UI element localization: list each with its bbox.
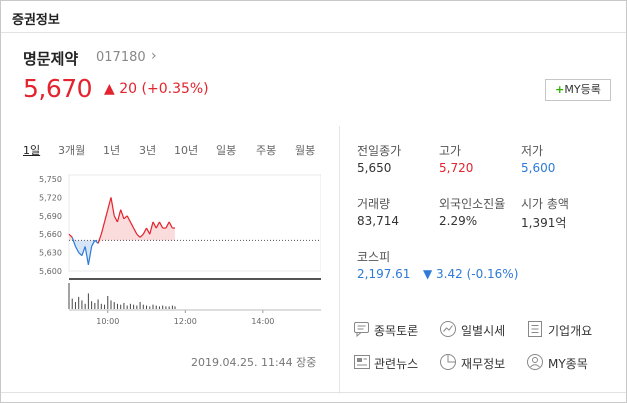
price-line-segment (74, 246, 80, 253)
y-tick-label: 5,690 (39, 212, 62, 221)
price-line-segment (103, 209, 109, 223)
tab-weekly[interactable]: 주봉 (256, 144, 277, 157)
low-label: 저가 (521, 144, 544, 158)
link-company-info[interactable]: 기업개요 (548, 324, 593, 338)
price-line-segment (78, 252, 83, 257)
price-line-segment (155, 221, 160, 229)
up-arrow-icon: ▲ (104, 81, 115, 97)
kospi-label: 코스피 (357, 250, 391, 264)
user-icon (527, 354, 543, 370)
price-change: ▲ 20 (+0.35%) (104, 81, 209, 97)
y-tick-label: 5,720 (39, 193, 62, 202)
price-line-segment (97, 234, 102, 244)
up-area (69, 197, 175, 241)
change-percent: (+0.35%) (141, 81, 209, 97)
price-line-segment (158, 221, 164, 229)
price-line-segment (152, 221, 157, 229)
volume-value: 83,714 (357, 214, 399, 228)
kospi-value: 2,197.61 (357, 267, 411, 281)
kospi-change: ▼ 3.42 (-0.16%) (423, 267, 519, 281)
x-tick-label: 10:00 (96, 317, 119, 326)
price-line-segment (71, 237, 77, 247)
high-value: 5,720 (439, 161, 474, 175)
chart-frame (68, 174, 321, 272)
price-line-segment (94, 239, 99, 244)
price-line-segment (168, 221, 173, 229)
link-related-news[interactable]: 관련뉴스 (374, 357, 419, 371)
timestamp: 2019.04.25. 11:44 장중 (191, 356, 317, 369)
price-line-segment (113, 215, 118, 223)
tab-3year[interactable]: 3년 (139, 144, 157, 157)
current-price: 5,670 (23, 74, 93, 103)
my-register-label: MY등록 (564, 83, 601, 96)
price-line-segment (110, 197, 115, 216)
price-line-segment (146, 227, 151, 235)
volume-label: 거래량 (357, 197, 391, 211)
price-line-segment (142, 227, 148, 235)
price-line-segment (68, 233, 73, 238)
price-line-segment (126, 215, 131, 223)
high-label: 고가 (439, 144, 462, 158)
trend-circle-icon (440, 321, 456, 337)
price-line-segment (107, 197, 112, 210)
foreign-value: 2.29% (439, 214, 478, 228)
pie-chart-icon (440, 354, 456, 370)
y-tick-label: 5,750 (39, 175, 62, 184)
change-value: 20 (119, 81, 138, 97)
y-tick-label: 5,600 (39, 267, 62, 276)
y-tick-label: 5,630 (39, 249, 62, 258)
link-financial-info[interactable]: 재무정보 (461, 357, 506, 371)
price-line-segment (116, 209, 122, 223)
x-tick-label: 14:00 (251, 317, 274, 326)
news-icon (354, 355, 370, 369)
down-area (69, 240, 175, 265)
mktcap-label: 시가 총액 (521, 197, 569, 211)
price-line-segment (133, 227, 138, 235)
tab-3month[interactable]: 3개월 (58, 144, 86, 157)
price-line-segment (139, 233, 144, 238)
mktcap-value: 1,391억 (521, 216, 567, 230)
low-value: 5,600 (521, 161, 556, 175)
stock-code[interactable]: 017180 (96, 50, 146, 65)
tab-daily[interactable]: 일봉 (216, 144, 237, 157)
price-line-segment (84, 246, 89, 265)
widget-header: 증권정보 (1, 1, 626, 33)
prev-close-label: 전일종가 (357, 144, 402, 158)
prev-close-value: 5,650 (357, 161, 392, 175)
widget-title: 증권정보 (12, 13, 60, 28)
price-line-segment (165, 221, 170, 229)
price-line-segment (87, 246, 93, 265)
tab-1year[interactable]: 1년 (103, 144, 121, 157)
link-discussion[interactable]: 종목토론 (374, 324, 419, 338)
chevron-right-icon[interactable]: › (151, 48, 157, 64)
bottom-divider (1, 392, 626, 393)
y-tick-label: 5,660 (39, 230, 62, 239)
chat-icon (354, 322, 369, 337)
document-list-icon (528, 321, 542, 337)
tab-1day[interactable]: 1일 (23, 144, 41, 157)
price-line-segment (129, 221, 135, 229)
price-line-segment (91, 240, 96, 247)
my-register-button[interactable]: +MY등록 (545, 79, 611, 101)
tab-10year[interactable]: 10년 (174, 144, 199, 157)
price-line-segment (136, 233, 141, 238)
link-my-stocks[interactable]: MY종목 (548, 357, 588, 371)
link-daily-price[interactable]: 일별시세 (461, 324, 506, 338)
x-tick-label: 12:00 (174, 317, 197, 326)
intraday-chart[interactable]: 5,750 5,720 5,690 5,660 5,630 5,600 10:00 12:0… (31, 169, 321, 329)
price-line-segment (100, 221, 106, 235)
price-line-segment (149, 221, 154, 235)
price-line-segment (120, 209, 125, 220)
tab-monthly[interactable]: 월봉 (295, 144, 316, 157)
foreign-label: 외국인소진율 (439, 197, 506, 211)
plus-icon: + (555, 83, 565, 96)
price-line-segment (123, 215, 128, 220)
price-line-segment (81, 246, 86, 256)
divider (339, 126, 340, 394)
stock-name-link[interactable]: 명문제약 (23, 50, 79, 68)
